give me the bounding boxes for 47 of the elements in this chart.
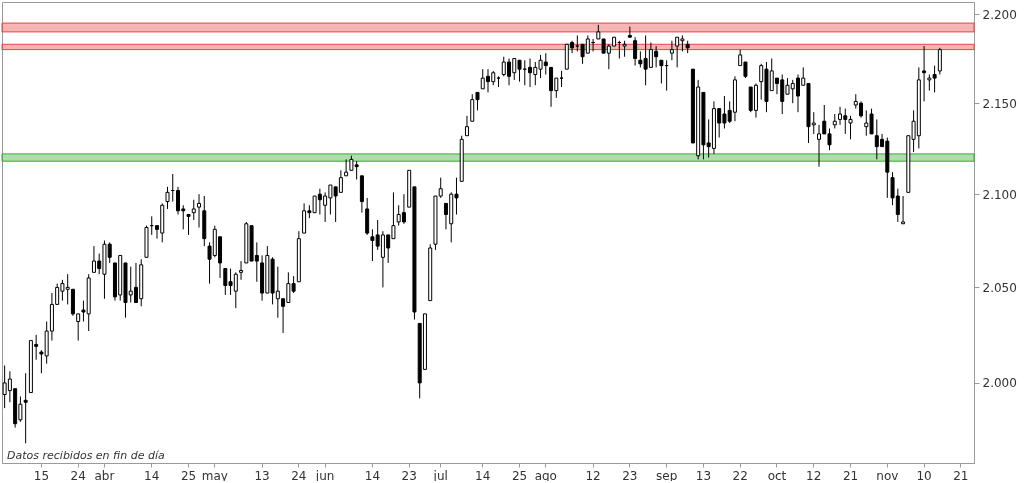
x-tick-label: 14 xyxy=(144,468,160,483)
x-tick-label: 12 xyxy=(806,468,822,483)
candlestick xyxy=(401,193,406,225)
candlestick xyxy=(464,115,469,137)
x-tick-label: 10 xyxy=(916,468,932,483)
candlestick xyxy=(669,40,674,61)
x-tick-label: 14 xyxy=(475,468,491,483)
y-tick-label: 2.150 xyxy=(982,96,1017,111)
y-tick-label: 2.200 xyxy=(982,7,1017,22)
candlestick xyxy=(191,199,196,221)
candlestick xyxy=(633,36,638,67)
x-tick-label: 23 xyxy=(401,468,417,483)
x-tick-label: 24 xyxy=(70,468,86,483)
x-tick-label: 25 xyxy=(180,468,197,483)
x-tick-label: 13 xyxy=(695,468,712,483)
candlestick xyxy=(901,195,906,225)
candlestick xyxy=(659,59,664,84)
candlestick xyxy=(922,45,927,102)
x-tick-label: abr xyxy=(94,468,115,483)
x-tick-label: 13 xyxy=(254,468,270,483)
candlestick xyxy=(239,260,244,281)
x-tick-label: 24 xyxy=(291,468,307,483)
candlestick xyxy=(937,47,942,76)
candlestick xyxy=(817,124,822,168)
candlestick xyxy=(186,214,191,236)
x-tick-label: 14 xyxy=(364,468,381,483)
x-tick-label: 12 xyxy=(585,468,601,483)
candlestick xyxy=(23,372,28,444)
candlestick xyxy=(165,186,170,210)
x-tick-label: oct xyxy=(767,468,787,483)
candlestick xyxy=(549,66,554,108)
x-tick-label: 23 xyxy=(622,468,638,483)
y-tick-label: 2.050 xyxy=(982,280,1017,295)
x-tick-label: 15 xyxy=(33,468,50,483)
x-tick-label: 22 xyxy=(732,468,748,483)
candlestick xyxy=(528,57,533,88)
annotation: Datos recibidos en fin de día xyxy=(7,449,165,462)
candlestick xyxy=(176,186,181,216)
y-tick-label: 2.000 xyxy=(982,376,1017,391)
x-tick-label: 21 xyxy=(953,468,969,483)
candlestick xyxy=(197,193,202,228)
candlestick xyxy=(838,106,843,126)
candlestick xyxy=(627,26,632,38)
y-tick-label: 2.100 xyxy=(982,187,1017,202)
x-tick-label: nov xyxy=(876,468,899,483)
x-tick-label: 25 xyxy=(511,468,528,483)
x-tick-label: 21 xyxy=(842,468,859,483)
